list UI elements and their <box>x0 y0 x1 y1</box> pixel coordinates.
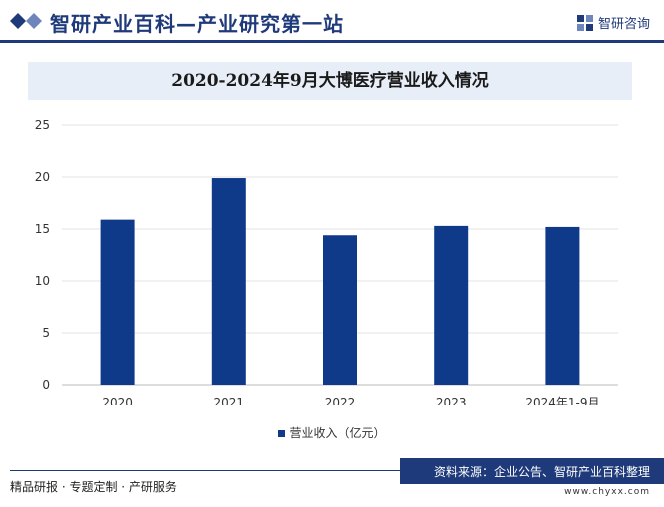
x-tick-label: 2021 <box>214 396 245 405</box>
legend-swatch <box>278 430 286 437</box>
x-tick-label: 2020 <box>102 396 133 405</box>
chart-legend: 营业收入（亿元） <box>0 424 664 441</box>
x-tick-label: 2023 <box>436 396 467 405</box>
bar <box>545 226 580 385</box>
y-tick-label: 0 <box>42 378 50 392</box>
chart-title: 2020-2024年9月大博医疗营业收入情况 <box>171 71 489 91</box>
data-source: 资料来源：企业公告、智研产业百科整理 <box>433 465 650 479</box>
brand: 智研咨询 <box>576 13 650 32</box>
bar <box>211 178 246 385</box>
footer-divider <box>10 470 400 471</box>
x-tick-label: 2024年1-9月 <box>525 396 599 405</box>
chart-title-band: 2020-2024年9月大博医疗营业收入情况 <box>28 62 632 100</box>
brand-name: 智研咨询 <box>597 17 650 32</box>
zhiyan-logo-icon <box>576 14 593 31</box>
header-divider <box>0 40 664 43</box>
site-title: 智研产业百科—产业研究第一站 <box>50 12 344 36</box>
page-header: 智研产业百科—产业研究第一站 智研咨询 <box>0 0 664 44</box>
bar <box>100 219 135 385</box>
site-url: www.chyxx.com <box>564 487 650 497</box>
y-tick-label: 10 <box>35 274 50 288</box>
footer-services: 精品研报 · 专题定制 · 产研服务 <box>10 480 177 494</box>
y-tick-label: 15 <box>35 222 50 236</box>
y-tick-label: 5 <box>42 326 50 340</box>
x-tick-label: 2022 <box>325 396 356 405</box>
source-bar <box>400 458 664 484</box>
y-tick-label: 25 <box>35 118 50 132</box>
chevron-decoration-icon <box>10 13 42 29</box>
y-tick-label: 20 <box>35 170 50 184</box>
legend-label: 营业收入（亿元） <box>289 426 386 440</box>
bar <box>434 225 469 385</box>
bar <box>323 235 357 385</box>
bar-chart: 0 5 10 15 20 25 2020 2021 2022 2023 2024年1-9月 <box>35 118 618 405</box>
